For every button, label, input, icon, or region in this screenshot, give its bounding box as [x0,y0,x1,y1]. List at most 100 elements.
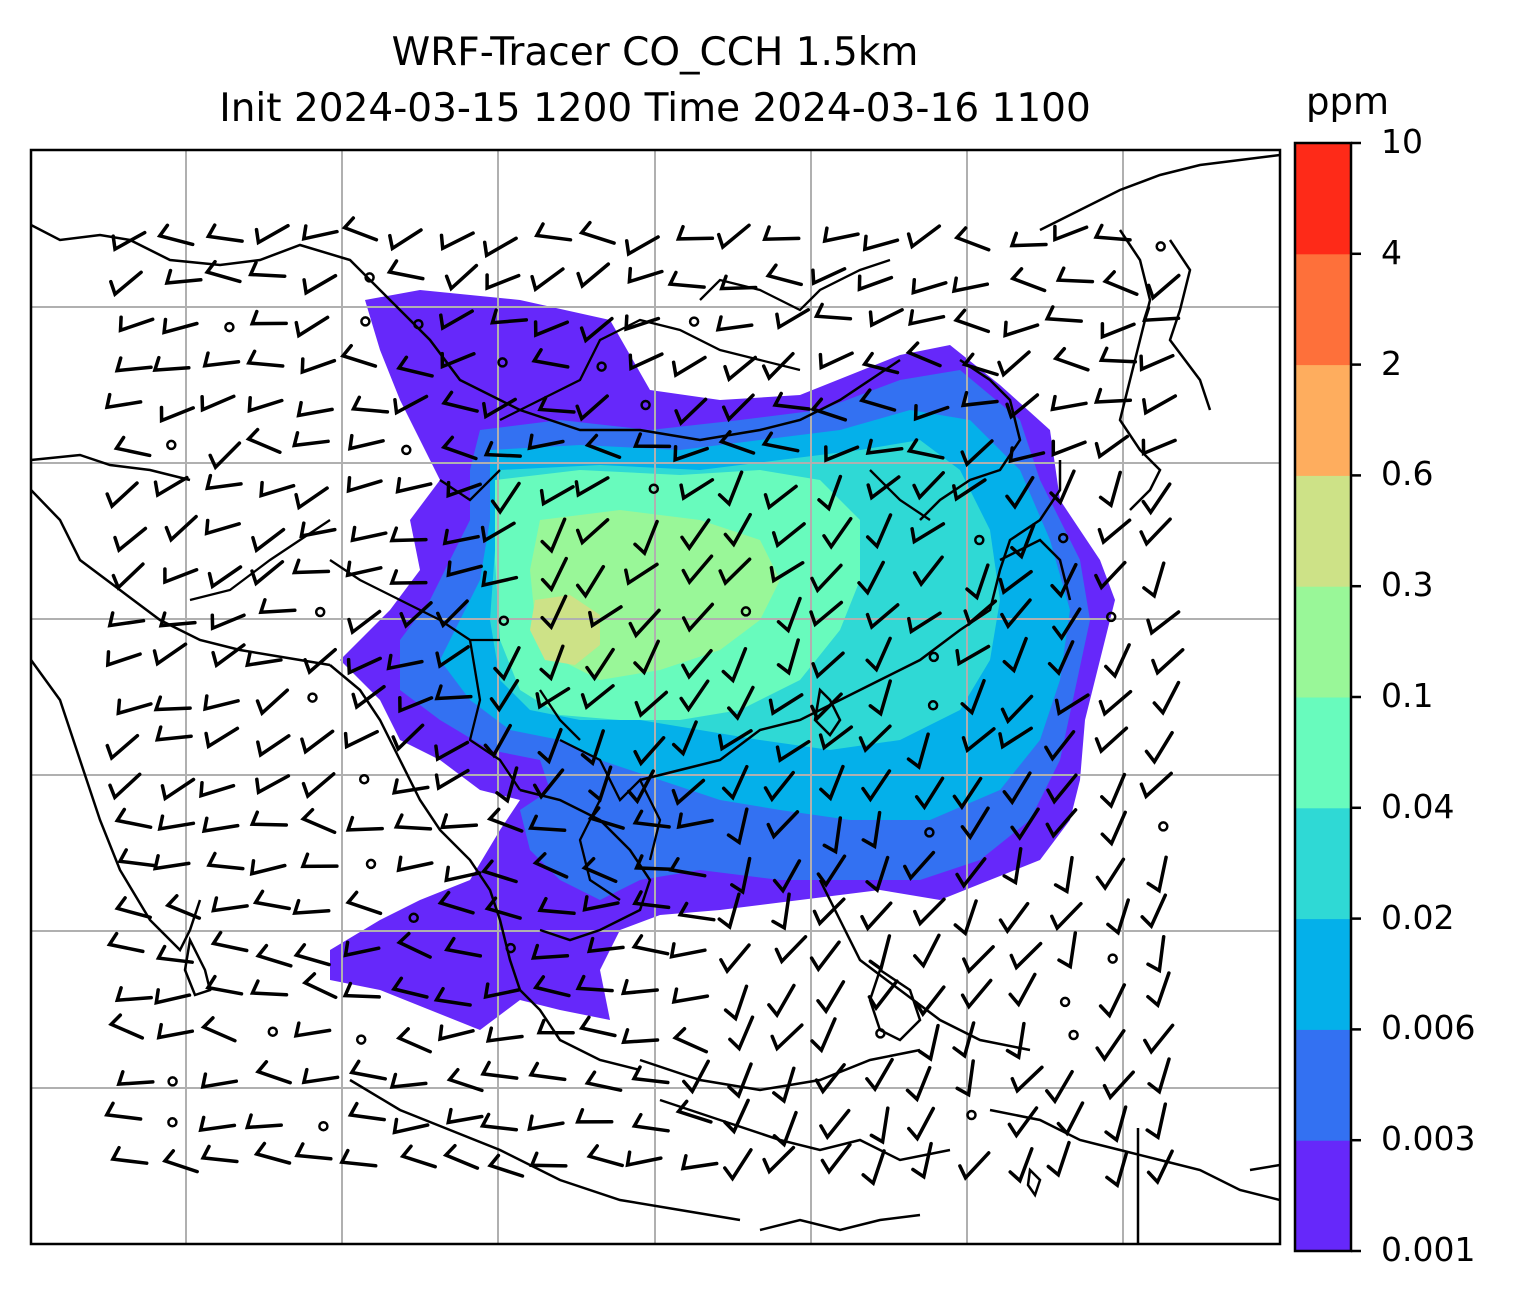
wind-barb [858,388,897,412]
wind-barb [723,1148,753,1182]
wind-barb [479,1112,519,1132]
wind-barb [300,729,335,755]
wind-barb [303,647,337,675]
wind-barb [1010,807,1040,841]
wind-barb [1052,607,1082,641]
wind-barb [576,262,611,289]
wind-barb [578,220,616,245]
wind-barb [486,807,524,833]
wind-barb [531,348,570,369]
wind-barb [294,315,330,339]
wind-barb [396,931,432,959]
wind-barb [249,859,287,877]
wind-barb [721,647,748,684]
wind-barb [680,518,711,552]
calm-wind-circle [640,399,651,411]
wind-barb [918,1023,940,1062]
wind-barb [1142,394,1178,416]
wind-barb [211,896,249,913]
wind-barb [765,263,803,287]
wind-barb [114,807,153,829]
wind-barb [816,980,846,1015]
wind-barb [861,769,892,803]
wind-barb [857,274,894,292]
wind-barb [951,276,990,294]
wind-barb [730,856,752,895]
calm-wind-circle [167,1117,178,1128]
wind-barb [775,739,811,763]
wind-barb [1049,469,1076,506]
wind-barb [118,315,155,333]
wind-barb [152,355,191,373]
wind-barb [810,1017,837,1054]
wind-barb [292,898,331,916]
colorbar-band [1295,697,1351,809]
wind-barb [822,816,843,855]
wind-barb [249,979,289,997]
wind-barb [763,770,795,803]
wind-barb [669,942,707,959]
colorbar-band [1295,253,1351,366]
wind-barb [1140,893,1168,930]
wind-barb [719,943,751,975]
wind-barb [1094,726,1129,755]
wind-barb [527,433,565,451]
wind-barb [1008,972,1037,1008]
wind-barb [434,740,470,762]
wind-barb [723,512,752,548]
colorbar-band [1295,143,1351,255]
wind-barb [912,471,945,501]
calm-wind-circle [688,316,700,327]
wind-barb [1104,643,1131,679]
wind-barb [910,522,946,545]
wind-barb [715,315,754,332]
wind-barb [249,810,289,827]
wind-barb [204,518,241,536]
wind-barb [1005,393,1040,420]
wind-barb [955,857,987,889]
wind-barb [585,647,615,682]
wind-barb [391,976,429,999]
wind-barb [480,859,518,884]
wind-barb [719,274,758,291]
wind-barb [769,561,805,584]
wind-barb [809,940,841,973]
wind-barb [153,695,192,712]
wind-barb [631,1065,670,1085]
wind-barb [1009,231,1048,248]
wind-barb [1098,983,1127,1019]
wind-barb [435,645,470,669]
wind-barb [627,266,664,285]
wind-barb [675,1099,713,1124]
wind-barb [588,765,613,803]
calm-wind-circle [1068,1029,1079,1041]
wind-barb [906,224,942,250]
wind-barb [810,397,848,422]
map-title-line2: Init 2024-03-15 1200 Time 2024-03-16 110… [219,86,1091,131]
calm-wind-circle [365,858,377,870]
wind-barb [763,484,798,511]
wind-barb [761,431,800,453]
wind-barb [436,599,469,629]
wind-barb [1000,598,1032,630]
wind-barb [250,560,285,587]
colorbar-tick-label: 0.001 [1381,1230,1476,1269]
map-gridlines [31,150,1280,1244]
wind-barb [624,562,659,586]
wind-barb [762,225,801,242]
wind-barb [952,776,983,811]
wind-barb [997,350,1031,378]
wind-barb [485,273,521,291]
wind-barb [914,985,946,1018]
calm-wind-circle [318,1120,329,1132]
calm-wind-circle [224,321,235,333]
colorbar-tick-label: 0.04 [1381,786,1455,826]
wind-barb [1045,1069,1074,1105]
wind-barb [532,852,569,879]
wind-barb [584,433,622,459]
wind-barb [952,478,987,502]
wind-barb [1147,1057,1171,1095]
calm-wind-circle [267,1026,279,1037]
wind-barb [721,764,749,801]
wind-barb [537,395,576,414]
